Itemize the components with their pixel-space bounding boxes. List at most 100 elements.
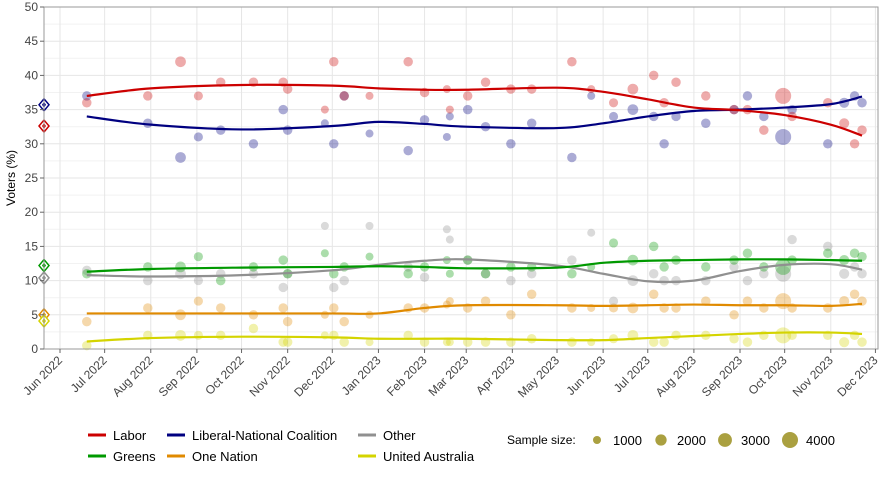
x-tick-label: Nov 2022: [247, 353, 293, 399]
poll-point: [278, 104, 288, 115]
poll-point: [193, 296, 203, 306]
trend-line-greens: [86, 258, 863, 273]
poll-point: [775, 327, 792, 344]
poll-point: [248, 139, 259, 149]
poll-point: [320, 249, 329, 258]
sample-size-label: 2000: [677, 433, 706, 448]
x-tick-label: Dec 2023: [834, 353, 880, 399]
poll-point: [627, 83, 639, 95]
poll-point: [329, 139, 339, 149]
poll-point: [823, 98, 833, 108]
poll-point: [627, 302, 639, 314]
poll-point: [701, 91, 711, 101]
poll-point: [329, 303, 339, 313]
poll-point: [671, 330, 681, 341]
x-tick-label: Oct 2022: [202, 353, 247, 398]
sample-size-label: 4000: [806, 433, 835, 448]
legend-label: One Nation: [192, 449, 258, 464]
poll-point: [608, 98, 619, 108]
poll-point: [442, 338, 451, 347]
poll-point: [742, 337, 753, 347]
poll-point: [567, 152, 577, 163]
poll-point: [849, 248, 860, 258]
y-tick-label: 5: [31, 308, 38, 322]
poll-point: [526, 84, 537, 94]
y-axis: 0 5 10 15 20 25 30 35 40 45 50: [25, 0, 44, 356]
poll-point: [775, 258, 792, 275]
x-tick-label: Nov 2023: [790, 353, 836, 399]
poll-point: [480, 77, 491, 87]
poll-point: [775, 87, 792, 104]
poll-point: [462, 104, 473, 115]
poll-point: [659, 139, 669, 149]
poll-point: [742, 275, 753, 286]
poll-point: [329, 282, 339, 293]
x-tick-label: Aug 2022: [110, 353, 156, 399]
poll-point: [742, 248, 753, 258]
poll-point: [729, 310, 739, 320]
poll-point: [775, 265, 792, 282]
poll-point: [648, 289, 659, 300]
poll-point: [849, 289, 860, 300]
poll-point: [671, 275, 681, 286]
x-tick-label: Jun 2022: [20, 353, 65, 398]
x-tick-label: Mar 2023: [426, 353, 472, 399]
poll-point: [857, 269, 867, 279]
poll-point: [823, 241, 833, 252]
poll-point: [608, 111, 619, 122]
poll-point: [365, 221, 374, 230]
poll-point: [857, 251, 867, 262]
poll-point: [442, 225, 451, 234]
poll-point: [648, 269, 659, 279]
poll-point: [742, 296, 753, 306]
poll-point: [82, 265, 92, 276]
poll-point: [193, 276, 203, 286]
legend-label: Liberal-National Coalition: [192, 428, 337, 443]
poll-point: [193, 252, 203, 262]
y-tick-label: 30: [25, 137, 39, 151]
sample-size-label: 3000: [741, 433, 770, 448]
poll-point: [282, 125, 293, 135]
y-tick-label: 40: [25, 68, 39, 82]
poll-point: [282, 337, 293, 347]
poll-point: [839, 118, 850, 129]
poll-point: [849, 330, 860, 341]
poll-point: [445, 297, 454, 306]
poll-point: [480, 269, 491, 279]
poll-point: [857, 337, 867, 347]
poll-point: [193, 132, 203, 142]
poll-point: [823, 303, 833, 313]
poll-point: [329, 56, 339, 67]
poll-point: [506, 139, 516, 149]
poll-point: [659, 337, 669, 347]
poll-point: [729, 262, 739, 272]
poll-point: [839, 296, 850, 307]
poll-point: [567, 56, 577, 67]
poll-point: [839, 337, 850, 348]
poll-point: [759, 125, 769, 135]
x-tick-label: Aug 2023: [653, 353, 699, 399]
poll-point: [365, 91, 374, 100]
poll-point: [526, 118, 537, 129]
poll-point: [175, 329, 186, 341]
poll-point: [320, 310, 329, 319]
trend-line-united-australia: [86, 331, 863, 343]
poll-point: [462, 91, 473, 101]
poll-point: [143, 303, 153, 313]
legend: Labor Liberal-National Coalition Other Gree…: [88, 428, 835, 464]
sample-size-swatch: [592, 435, 602, 445]
poll-point: [320, 221, 329, 230]
x-tick-label: Jul 2023: [611, 353, 653, 395]
poll-point: [365, 252, 374, 261]
poll-point: [608, 296, 619, 306]
poll-point: [839, 268, 850, 279]
poll-point: [403, 145, 413, 156]
x-tick-label: Jan 2023: [339, 353, 384, 398]
sample-size-title: Sample size:: [507, 433, 576, 447]
poll-point: [701, 296, 711, 306]
poll-point: [506, 310, 516, 320]
gridlines: [44, 6, 878, 350]
poll-point: [648, 241, 659, 252]
poll-point: [729, 334, 739, 344]
trend-line-liberal-national-coalition: [86, 95, 863, 131]
